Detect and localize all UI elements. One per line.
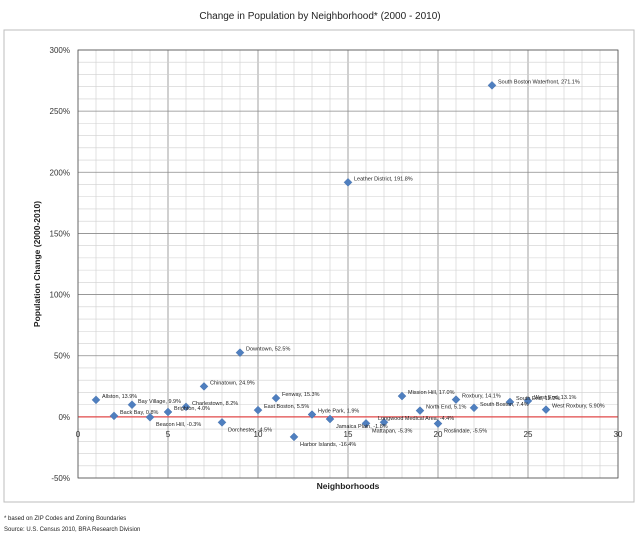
data-label: Fenway, 15.3%: [282, 392, 320, 398]
data-label: Leather District, 191.8%: [354, 176, 413, 182]
y-axis-title: Population Change (2000-2010): [32, 201, 42, 327]
data-label: Longwood Medical Area, -4.4%: [378, 416, 454, 422]
data-point: [127, 400, 137, 410]
data-label: Hyde Park, 1.9%: [318, 409, 359, 415]
data-point: [91, 395, 101, 405]
y-tick-label: 100%: [50, 291, 70, 300]
x-tick-label: 0: [76, 430, 81, 439]
data-point: [361, 419, 371, 428]
data-label: Mattapan, -5.3%: [372, 428, 412, 434]
data-point: [163, 407, 173, 417]
x-tick-label: 15: [344, 430, 353, 439]
plot-area-border: [77, 49, 619, 479]
x-tick-label: 30: [614, 430, 623, 439]
data-labels: Allston, 13.9% Back Bay, 0.8% Bay Village,…: [102, 79, 605, 448]
data-label: Jamaica Plain, -1.8%: [336, 424, 388, 430]
y-tick-label: -50%: [51, 474, 70, 483]
data-label: Chinatown, 24.9%: [210, 380, 255, 386]
data-label: Charlestown, 8.2%: [192, 401, 238, 407]
data-point: [145, 412, 155, 422]
data-point: [217, 418, 227, 427]
x-tick-label: 25: [524, 430, 533, 439]
data-point: [325, 414, 335, 424]
data-label: Back Bay, 0.8%: [120, 410, 159, 416]
data-label: West End, 13.1%: [534, 395, 577, 401]
data-label: North End, 5.1%: [426, 405, 466, 411]
data-label: Roxbury, 14.1%: [462, 394, 501, 400]
data-label: Bay Village, 9.9%: [138, 399, 181, 405]
data-point: [199, 382, 209, 391]
y-tick-label: 250%: [50, 107, 70, 116]
data-point: [271, 393, 281, 403]
y-tick-label: 200%: [50, 168, 70, 177]
data-point: [289, 432, 299, 442]
data-point: [235, 348, 245, 357]
data-label: South Boston Waterfront, 271.1%: [498, 79, 580, 85]
data-label: Harbor Islands, -16.4%: [300, 442, 356, 448]
data-label: Downtown, 52.5%: [246, 347, 290, 353]
data-point: [487, 81, 497, 90]
data-point: [397, 391, 407, 401]
data-label: Allston, 13.9%: [102, 394, 137, 400]
data-point: [469, 403, 479, 413]
data-point: [253, 405, 263, 415]
y-tick-label: 0%: [58, 413, 70, 422]
data-label: Mission Hill, 17.0%: [408, 390, 455, 396]
source-note: Source: U.S. Census 2010, BRA Research D…: [4, 527, 141, 533]
x-axis-ticks: 0 5 10 15 20 25 30: [76, 430, 623, 439]
data-label: West Roxbury, 5.90%: [552, 404, 605, 410]
y-axis-ticks: -50% 0% 50% 100% 150% 200% 250% 300%: [50, 46, 70, 483]
x-tick-label: 20: [434, 430, 443, 439]
y-tick-label: 300%: [50, 46, 70, 55]
x-tick-label: 5: [166, 430, 171, 439]
data-label: Brighton, 4.0%: [174, 406, 210, 412]
data-label: Beacon Hill, -0.3%: [156, 422, 201, 428]
x-tick-label: 10: [254, 430, 263, 439]
data-point: [541, 405, 551, 414]
data-point: [505, 397, 515, 407]
data-points: [91, 81, 551, 442]
data-point: [109, 411, 119, 421]
y-tick-label: 50%: [54, 352, 70, 361]
data-label: South Boston, 7.4%: [480, 402, 529, 408]
data-point: [523, 396, 533, 406]
chart-area-border: [3, 29, 635, 503]
data-point: [343, 178, 353, 187]
chart-title: Change in Population by Neighborhood* (2…: [199, 11, 440, 22]
data-point: [181, 402, 191, 412]
data-point: [433, 419, 443, 428]
data-label: East Boston, 5.5%: [264, 404, 309, 410]
x-axis-title: Neighborhoods: [317, 481, 380, 491]
y-tick-label: 150%: [50, 229, 70, 238]
footnote: * based on ZIP Codes and Zoning Boundari…: [4, 516, 127, 522]
data-point: [307, 410, 317, 419]
data-point: [451, 395, 461, 404]
data-label: Dorchester, -4.5%: [228, 427, 272, 433]
data-point: [415, 406, 425, 415]
data-point: [379, 417, 389, 427]
data-label: Roslindale, -5.5%: [444, 429, 487, 435]
data-label: South End, 12.2%: [516, 396, 560, 402]
